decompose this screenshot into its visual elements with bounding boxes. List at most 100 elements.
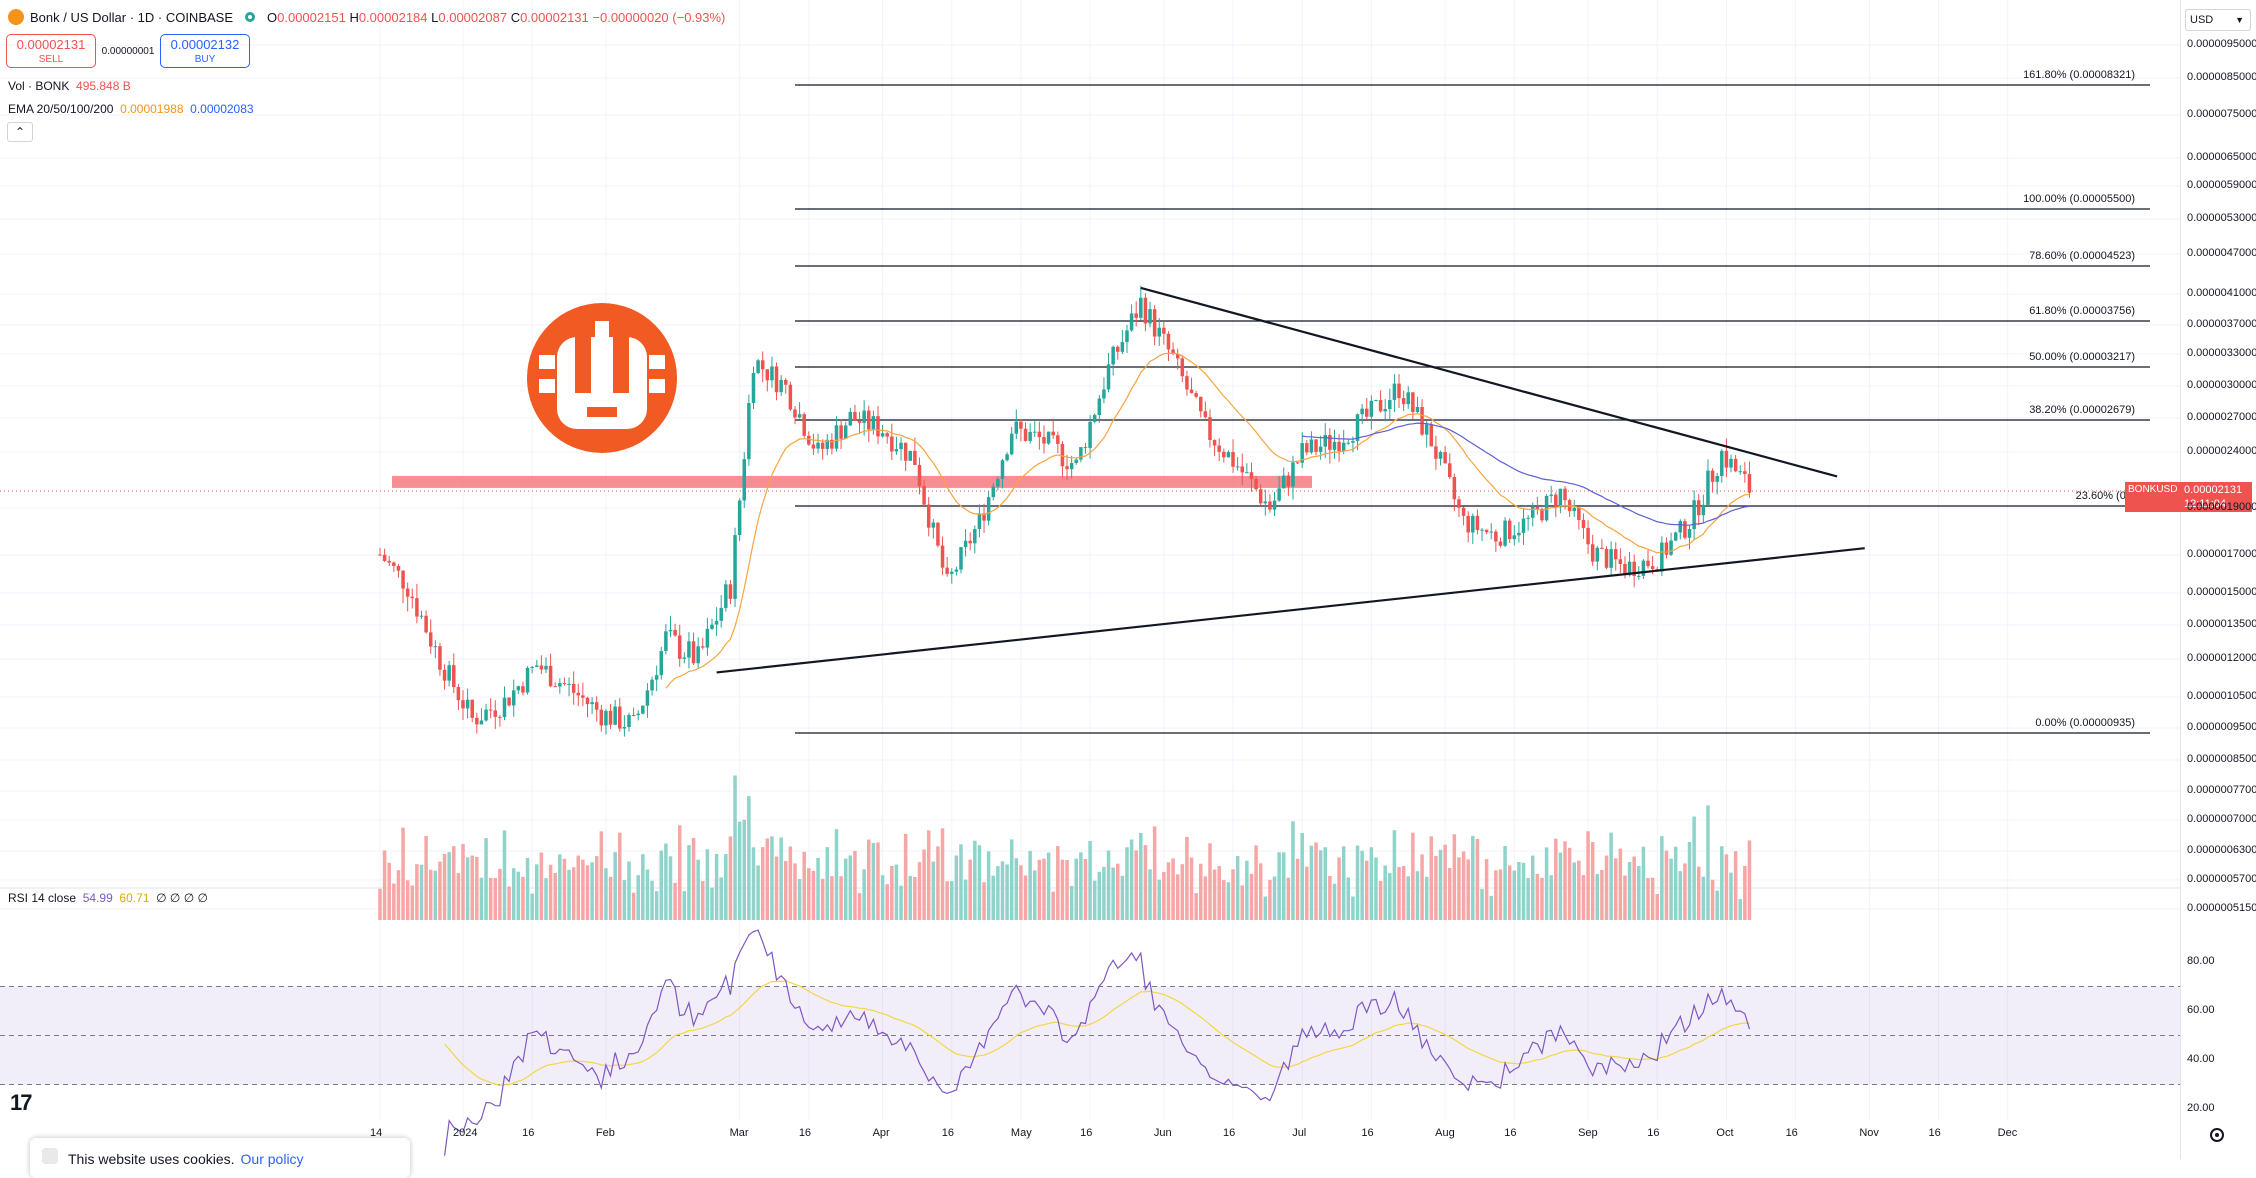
volume-bar: [973, 840, 977, 920]
ema-legend[interactable]: EMA 20/50/100/200 0.00001988 0.00002083: [8, 102, 254, 116]
candle-body: [433, 646, 438, 648]
candle: [876, 405, 880, 445]
candle: [618, 698, 622, 732]
chevron-down-icon: ▼: [2235, 15, 2244, 25]
rsi-legend[interactable]: RSI 14 close 54.99 60.71 ∅ ∅ ∅ ∅: [8, 891, 208, 905]
sell-button[interactable]: 0.00002131 SELL: [6, 34, 96, 68]
candle: [465, 688, 470, 719]
price-tick-label: 0.0000075000: [2187, 108, 2256, 120]
volume-bar: [1660, 836, 1664, 920]
volume-bar: [1613, 858, 1618, 920]
candle-body: [622, 727, 627, 729]
volume-bar: [392, 883, 396, 920]
settings-gear-icon[interactable]: [2210, 1128, 2224, 1142]
candle: [1360, 403, 1364, 424]
price-tick-label: 0.0000059000: [2187, 179, 2256, 191]
volume-bar: [876, 842, 880, 920]
cookie-policy-link[interactable]: Our policy: [240, 1151, 304, 1167]
price-axis[interactable]: [2180, 0, 2256, 1159]
candle: [1401, 390, 1406, 412]
candle: [742, 452, 747, 509]
volume-bar: [1420, 854, 1424, 920]
spread-value: 0.00000001: [101, 45, 155, 57]
price-tick-label: 0.0000037000: [2187, 318, 2256, 330]
volume-bar: [1650, 877, 1655, 920]
time-tick-label: 16: [1928, 1127, 1941, 1139]
volume-bar: [1521, 862, 1526, 920]
volume-bar: [1000, 861, 1005, 920]
volume-bar: [857, 893, 862, 920]
candle: [659, 646, 664, 680]
candle: [1429, 421, 1434, 447]
candle: [1341, 429, 1346, 455]
candle-body: [1452, 477, 1457, 500]
candle: [1005, 452, 1009, 462]
candle-body: [1314, 439, 1318, 452]
candle: [1475, 509, 1480, 535]
candle: [1148, 301, 1152, 328]
volume-bar: [696, 859, 700, 920]
volume-bar: [1526, 878, 1530, 920]
time-tick-label: 16: [522, 1127, 535, 1139]
price-tick-label: 0.0000006300: [2187, 844, 2256, 856]
candle-body: [1046, 431, 1051, 444]
candle-body: [1637, 575, 1641, 577]
candle-body: [991, 486, 996, 498]
symbol-legend: Bonk / US Dollar · 1D · COINBASE O0.0000…: [8, 9, 725, 25]
candle: [1364, 397, 1369, 421]
candle: [1198, 396, 1203, 418]
candle: [673, 623, 677, 637]
symbol-title[interactable]: Bonk / US Dollar · 1D · COINBASE: [30, 9, 233, 25]
buy-button[interactable]: 0.00002132 BUY: [160, 34, 250, 68]
volume-bar: [820, 878, 825, 920]
candle: [1567, 498, 1572, 517]
volume-legend[interactable]: Vol · BONK 495.848 B: [8, 79, 131, 93]
candle: [788, 381, 793, 412]
volume-bar: [581, 859, 585, 920]
volume-bar: [438, 861, 442, 920]
candle-body: [1604, 548, 1609, 568]
volume-bar: [719, 877, 723, 920]
candle: [1600, 539, 1604, 550]
market-open-icon: [245, 12, 255, 22]
candle: [654, 665, 659, 692]
volume-bar: [1567, 847, 1572, 920]
volume-bar: [428, 869, 433, 920]
candle-body: [1051, 431, 1055, 436]
time-tick-label: 16: [1361, 1127, 1374, 1139]
candle: [737, 498, 742, 541]
candle-body: [1618, 559, 1623, 565]
candle-body: [830, 439, 834, 449]
candle: [1180, 355, 1185, 383]
volume-bar: [936, 846, 940, 920]
volume-bar: [797, 879, 802, 920]
candle: [1009, 426, 1014, 456]
candle-body: [733, 535, 737, 599]
volume-bar: [917, 862, 922, 920]
candle: [1374, 399, 1378, 402]
candle: [973, 525, 977, 554]
volume-bar: [1323, 847, 1328, 920]
volume-bar: [498, 868, 502, 920]
candle-body: [1102, 389, 1106, 399]
candle-body: [1231, 452, 1235, 467]
currency-select[interactable]: USD ▼: [2185, 9, 2251, 31]
volume-bar: [765, 838, 770, 920]
candle: [1424, 421, 1429, 448]
candle-body: [1650, 566, 1655, 570]
volume-bar: [760, 847, 765, 920]
collapse-legend-button[interactable]: ⌃: [7, 122, 33, 142]
volume-bar: [1060, 859, 1065, 920]
volume-bar: [1240, 885, 1245, 920]
volume-bar: [1558, 852, 1563, 920]
tradingview-logo-icon[interactable]: 17: [10, 1090, 33, 1115]
candle: [899, 437, 903, 461]
candle-body: [1369, 400, 1374, 417]
price-change: −0.00000020 (−0.93%): [592, 9, 726, 25]
candle-body: [442, 669, 447, 681]
volume-bar: [1392, 830, 1397, 920]
candle-body: [1148, 309, 1152, 324]
candle: [382, 548, 387, 562]
trade-buttons: 0.00002131 SELL 0.00000001 0.00002132 BUY: [6, 34, 250, 68]
